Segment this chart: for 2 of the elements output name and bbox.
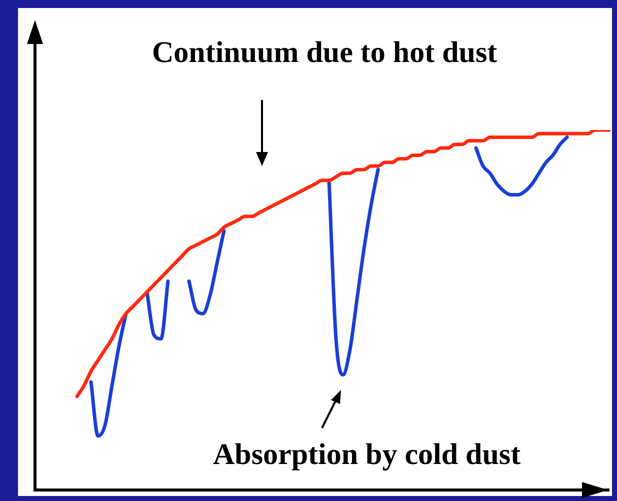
text: Continuum due to hot dust — [152, 36, 498, 70]
text: Absorption by cold dust — [213, 438, 521, 472]
